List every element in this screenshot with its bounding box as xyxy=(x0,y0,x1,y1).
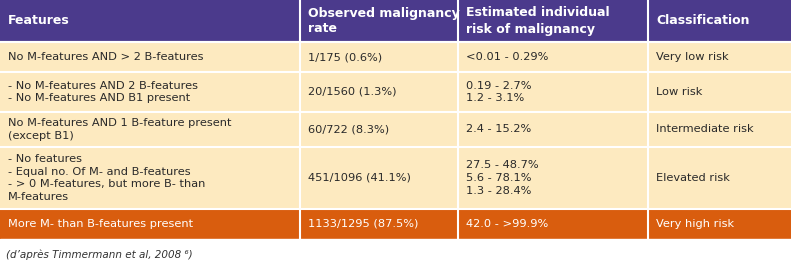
Text: Observed malignancy
rate: Observed malignancy rate xyxy=(308,7,460,36)
Bar xyxy=(0,209,791,239)
Text: 2.4 - 15.2%: 2.4 - 15.2% xyxy=(466,124,531,134)
Text: (d’après Timmermann et al, 2008 ⁶): (d’après Timmermann et al, 2008 ⁶) xyxy=(6,250,193,260)
Text: 0.19 - 2.7%
1.2 - 3.1%: 0.19 - 2.7% 1.2 - 3.1% xyxy=(466,80,531,104)
Text: 1/175 (0.6%): 1/175 (0.6%) xyxy=(308,52,382,62)
Text: <0.01 - 0.29%: <0.01 - 0.29% xyxy=(466,52,549,62)
Text: Very low risk: Very low risk xyxy=(656,52,729,62)
Text: 1133/1295 (87.5%): 1133/1295 (87.5%) xyxy=(308,219,419,229)
Text: 42.0 - >99.9%: 42.0 - >99.9% xyxy=(466,219,548,229)
Text: - No M-features AND 2 B-features
- No M-features AND B1 present: - No M-features AND 2 B-features - No M-… xyxy=(8,80,198,104)
Bar xyxy=(0,112,791,147)
Text: 20/1560 (1.3%): 20/1560 (1.3%) xyxy=(308,87,396,97)
Text: - No features
- Equal no. Of M- and B-features
- > 0 M-features, but more B- tha: - No features - Equal no. Of M- and B-fe… xyxy=(8,154,205,202)
Text: 60/722 (8.3%): 60/722 (8.3%) xyxy=(308,124,389,134)
Text: 451/1096 (41.1%): 451/1096 (41.1%) xyxy=(308,173,411,183)
Bar xyxy=(0,42,791,72)
Text: Classification: Classification xyxy=(656,15,749,27)
Bar xyxy=(0,0,300,42)
Text: Features: Features xyxy=(8,15,70,27)
Text: Estimated individual
risk of malignancy: Estimated individual risk of malignancy xyxy=(466,7,610,36)
Text: More M- than B-features present: More M- than B-features present xyxy=(8,219,193,229)
Bar xyxy=(300,0,458,42)
Bar xyxy=(0,72,791,112)
Text: Very high risk: Very high risk xyxy=(656,219,734,229)
Text: Intermediate risk: Intermediate risk xyxy=(656,124,753,134)
Text: Elevated risk: Elevated risk xyxy=(656,173,730,183)
Text: No M-features AND > 2 B-features: No M-features AND > 2 B-features xyxy=(8,52,204,62)
Text: No M-features AND 1 B-feature present
(except B1): No M-features AND 1 B-feature present (e… xyxy=(8,118,232,141)
Bar xyxy=(648,0,791,42)
Text: 27.5 - 48.7%
5.6 - 78.1%
1.3 - 28.4%: 27.5 - 48.7% 5.6 - 78.1% 1.3 - 28.4% xyxy=(466,160,538,196)
Bar xyxy=(0,147,791,209)
Text: Low risk: Low risk xyxy=(656,87,703,97)
Bar xyxy=(458,0,648,42)
